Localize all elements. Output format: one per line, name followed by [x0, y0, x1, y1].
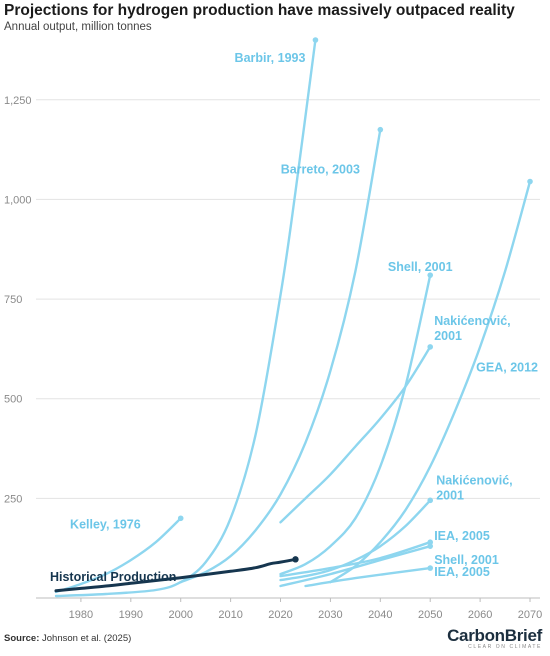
- series-label-line: 2001: [434, 329, 462, 343]
- y-tick-label: 750: [4, 294, 22, 306]
- series-label-iea-2005: IEA, 2005: [434, 565, 490, 579]
- source-label: Source:: [4, 633, 40, 644]
- series-layer: [54, 37, 533, 598]
- x-tick-label: 2030: [318, 609, 342, 621]
- label-layer: Kelley, 1976 Barbir, 1993 Barreto, 2003 She…: [50, 51, 538, 584]
- series-label-shell-2001: Shell, 2001: [388, 260, 453, 274]
- chart-title: Projections for hydrogen production have…: [4, 2, 515, 19]
- series-line-iea-2005: [279, 541, 432, 578]
- series-line-shell-2001: [279, 545, 432, 588]
- series-label-line: Nakićenović,: [436, 473, 512, 487]
- brand-tagline: CLEAR ON CLIMATE: [468, 644, 542, 650]
- series-label-line: Nakićenović,: [434, 314, 510, 328]
- series-line-naki-enovi-2001: [279, 499, 432, 582]
- x-tick-label: 2070: [518, 609, 542, 621]
- series-line-barreto-2003: [179, 128, 382, 584]
- series-label-shell-2001: Shell, 2001: [434, 553, 499, 567]
- x-tick-label: 1990: [119, 609, 143, 621]
- x-tick-label: 2040: [368, 609, 392, 621]
- series-label-naki-enovi-2001: Nakićenović, 2001: [434, 314, 510, 343]
- series-endpoint-barbir-1993: [312, 37, 319, 43]
- series-line-gea-2012: [329, 180, 532, 584]
- x-axis: 1980 1990 2000 2010 2020 2030 2040 2050 2060 2070: [69, 598, 542, 621]
- series-label-barreto-2003: Barreto, 2003: [281, 163, 360, 177]
- x-tick-label: 2050: [418, 609, 442, 621]
- x-tick-label: 2020: [268, 609, 292, 621]
- series-endpoint-barreto-2003: [377, 126, 384, 133]
- series-label-historical-production: Historical Production: [50, 570, 176, 584]
- series-label-naki-enovi-2001: Nakićenović, 2001: [436, 473, 512, 502]
- series-line-naki-enovi-2001: [279, 345, 432, 524]
- source-text: Johnson et al. (2025): [42, 633, 132, 644]
- series-label-kelley-1976: Kelley, 1976: [70, 517, 141, 531]
- series-endpoint-shell-2001: [427, 272, 434, 278]
- series-line-kelley-1976: [54, 517, 182, 594]
- series-line-historical-production: [54, 557, 297, 593]
- y-axis: 250 500 750 1,000 1,250: [4, 95, 32, 506]
- series-endpoint-shell-2001: [427, 543, 434, 549]
- brand-name: CarbonBrief: [447, 626, 542, 645]
- series-line-iea-2005: [304, 566, 432, 588]
- series-endpoint-iea-2005: [427, 565, 434, 571]
- x-tick-label: 1980: [69, 609, 93, 621]
- series-endpoint-kelley-1976: [177, 515, 184, 522]
- series-label-barbir-1993: Barbir, 1993: [235, 51, 306, 65]
- x-tick-label: 2060: [468, 609, 492, 621]
- series-endpoint-naki-enovi-2001: [427, 497, 434, 504]
- carbonbrief-logo: CarbonBrief CLEAR ON CLIMATE: [447, 626, 542, 650]
- chart-subtitle: Annual output, million tonnes: [4, 21, 152, 33]
- x-tick-label: 2010: [218, 609, 242, 621]
- y-tick-label: 1,250: [4, 95, 32, 107]
- source-note: Source: Johnson et al. (2025): [4, 633, 131, 644]
- y-tick-label: 250: [4, 493, 22, 505]
- series-endpoint-historical-production: [292, 556, 299, 563]
- series-endpoint-gea-2012: [527, 178, 533, 185]
- x-tick-label: 2000: [168, 609, 192, 621]
- grid-layer: [36, 99, 540, 599]
- series-label-iea-2005: IEA, 2005: [434, 529, 490, 543]
- series-label-line: 2001: [436, 488, 464, 502]
- series-line-barbir-1993: [54, 38, 317, 598]
- series-label-gea-2012: GEA, 2012: [476, 360, 538, 374]
- series-line-shell-2001: [279, 274, 432, 576]
- y-tick-label: 1,000: [4, 194, 32, 206]
- series-endpoint-iea-2005: [427, 539, 434, 545]
- y-tick-label: 500: [4, 394, 22, 406]
- series-endpoint-naki-enovi-2001: [427, 344, 434, 350]
